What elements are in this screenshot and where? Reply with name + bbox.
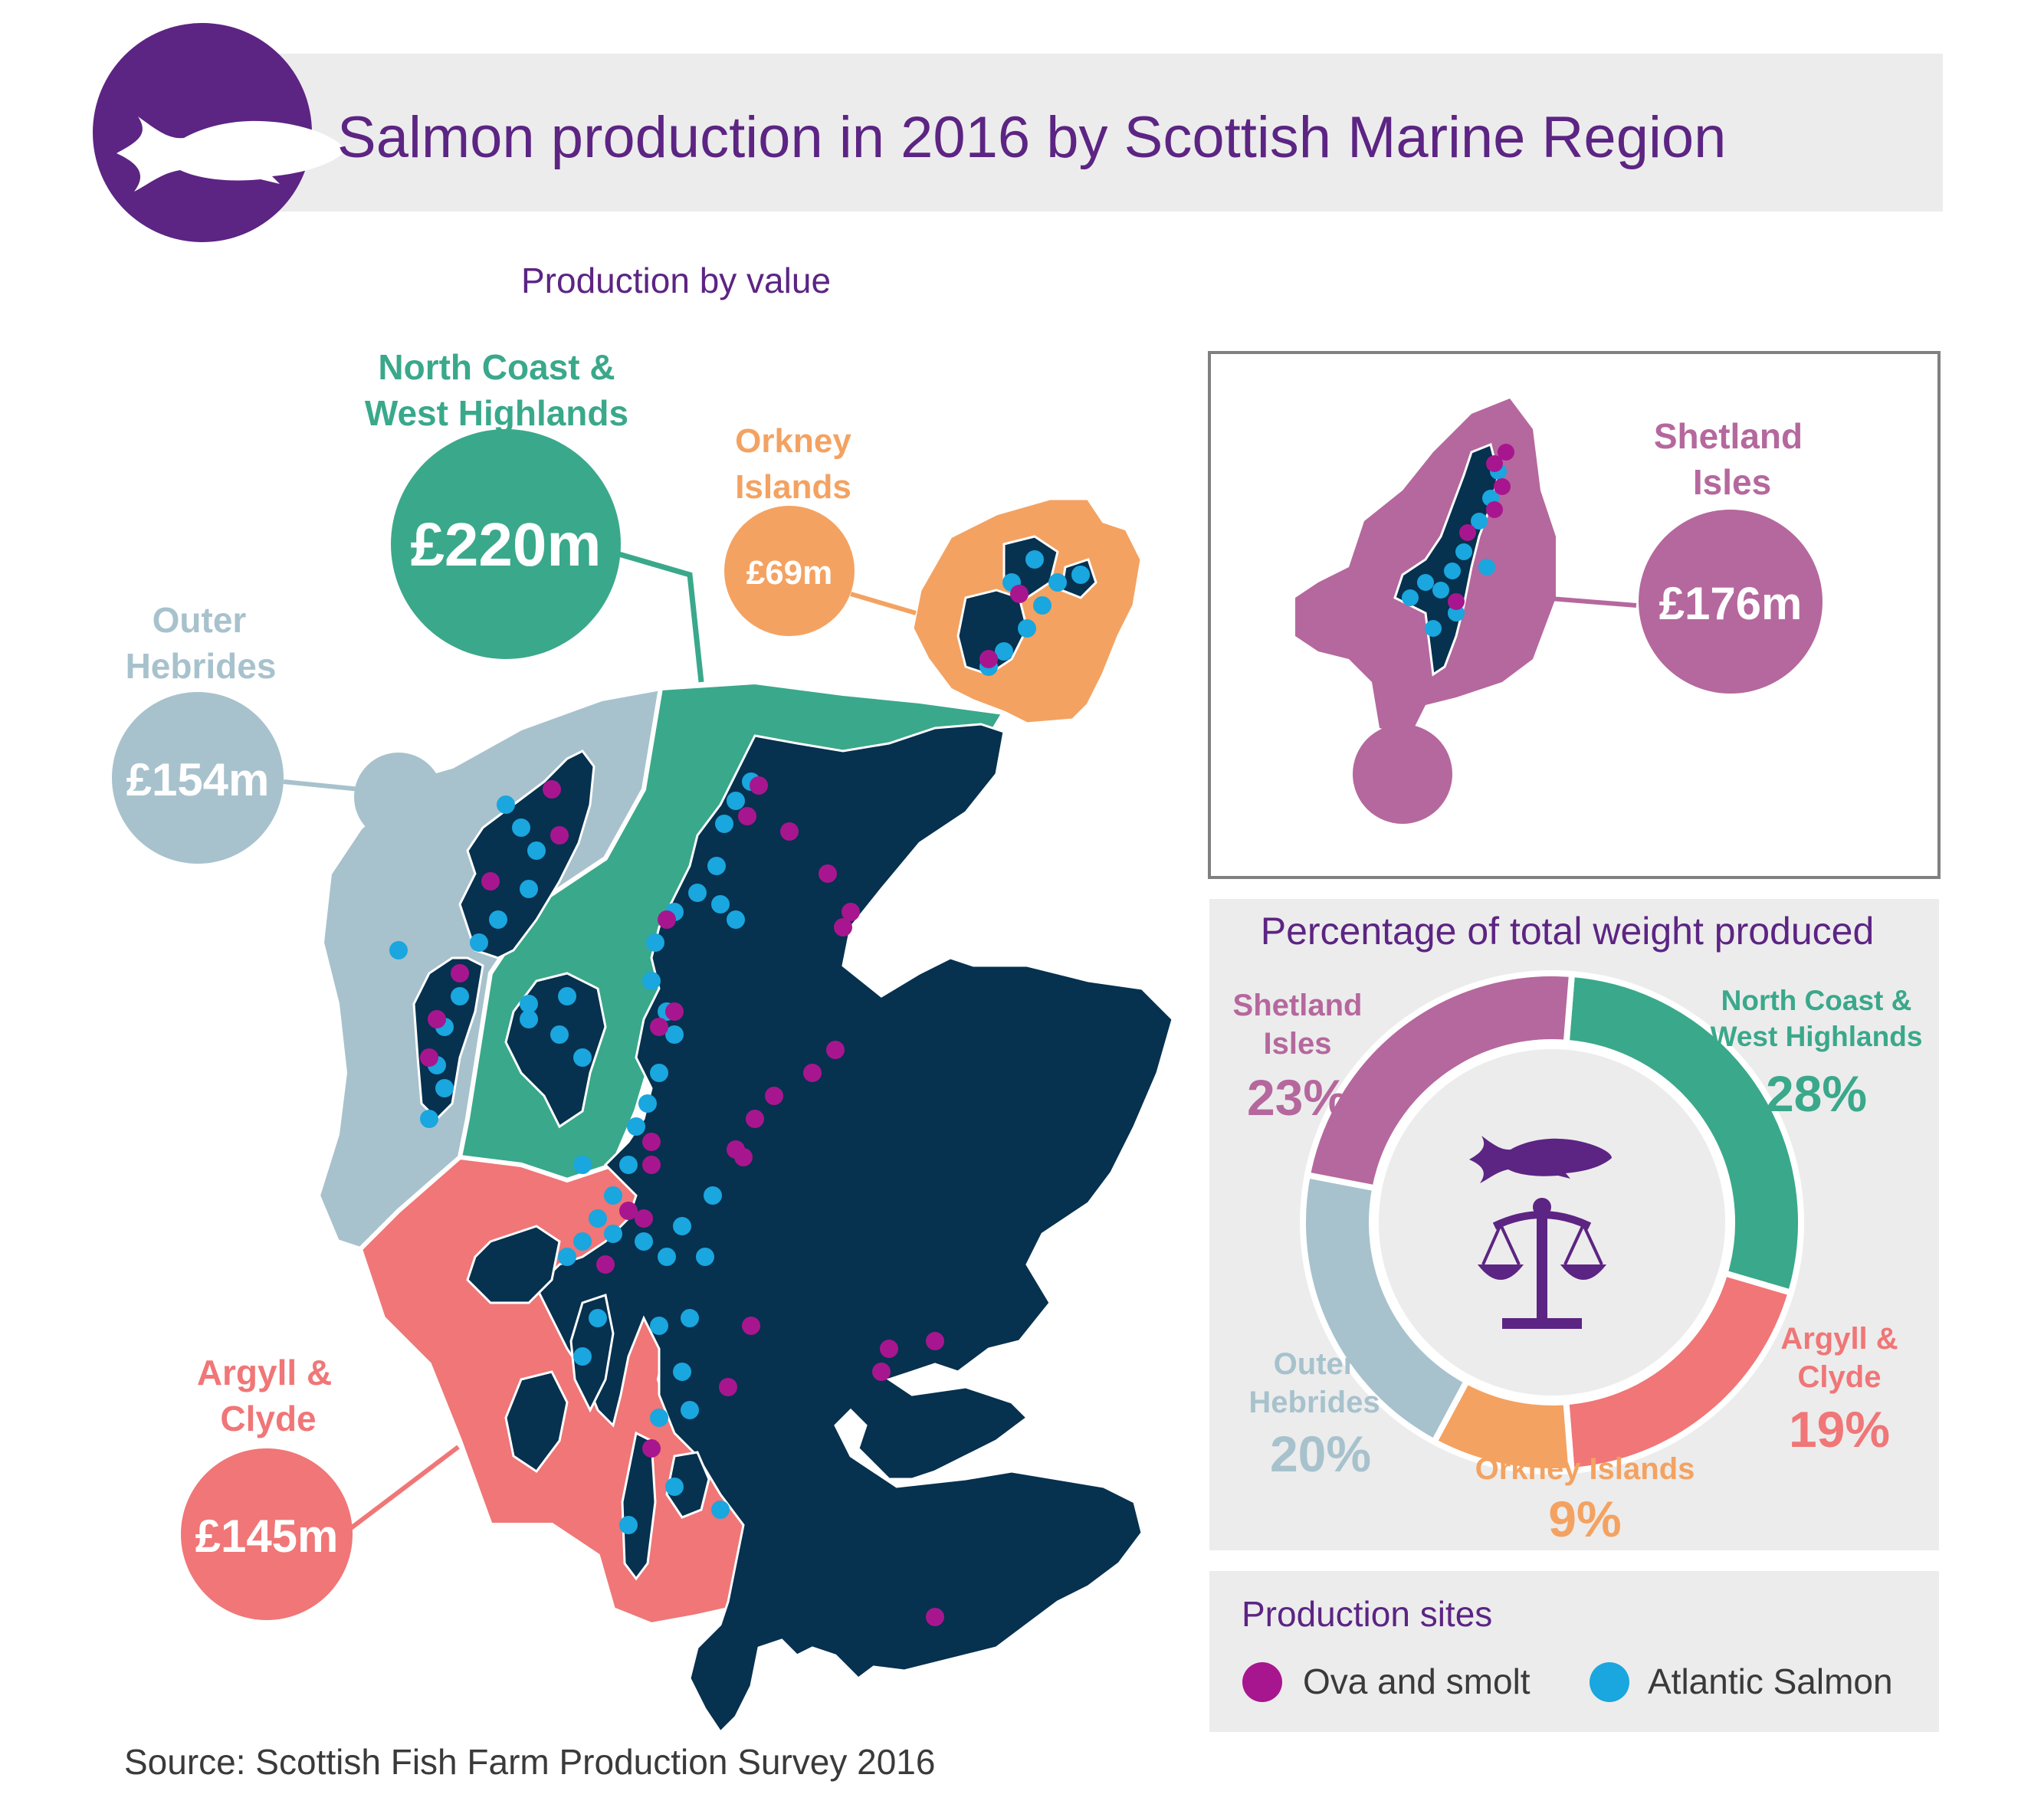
orkney-value: £69m bbox=[746, 554, 833, 592]
outer-hebrides-label-2: Hebrides bbox=[126, 646, 277, 686]
source-note: Source: Scottish Fish Farm Production Su… bbox=[124, 1742, 935, 1782]
donut-pct-argyll: 19% bbox=[1789, 1401, 1890, 1458]
argyll-value: £145m bbox=[195, 1510, 339, 1562]
zone-orkney bbox=[910, 496, 1144, 727]
legend-swatch-ova-smolt bbox=[1242, 1662, 1282, 1702]
shetland-label-1: Shetland bbox=[1654, 416, 1803, 456]
donut-pct-orkney: 9% bbox=[1548, 1491, 1621, 1547]
donut-label-outer-hebrides-2: Hebrides bbox=[1248, 1386, 1380, 1419]
outer-hebrides-label-1: Outer bbox=[153, 600, 247, 640]
shetland-value: £176m bbox=[1659, 578, 1803, 629]
callout-north-coast: £220m North Coast & West Highlands bbox=[365, 347, 704, 683]
donut-label-north-coast-2: West Highlands bbox=[1711, 1021, 1923, 1052]
island-islay bbox=[504, 1370, 569, 1474]
shetland-label-2: Isles bbox=[1693, 462, 1771, 502]
legend-panel bbox=[1209, 1571, 1939, 1732]
mainland-scotland bbox=[535, 723, 1174, 1734]
donut-center-icons bbox=[1469, 1136, 1612, 1329]
weight-donut-chart bbox=[1300, 970, 1804, 1474]
donut-hole bbox=[1371, 1041, 1733, 1403]
salmon-fish-icon bbox=[1469, 1136, 1612, 1183]
callout-argyll: £145m Argyll & Clyde bbox=[181, 1353, 460, 1620]
argyll-label-2: Clyde bbox=[220, 1399, 316, 1438]
argyll-label-1: Argyll & bbox=[197, 1353, 332, 1392]
donut-pct-outer-hebrides: 20% bbox=[1270, 1425, 1371, 1482]
weight-chart-heading: Percentage of total weight produced bbox=[1261, 910, 1875, 953]
legend-heading: Production sites bbox=[1242, 1594, 1492, 1634]
donut-label-outer-hebrides-1: Outer bbox=[1274, 1347, 1356, 1381]
production-sites-atlantic-salmon bbox=[389, 550, 1090, 1534]
donut-label-orkney-1: Orkney Islands bbox=[1475, 1452, 1695, 1486]
salmon-fish-icon bbox=[116, 116, 345, 192]
title-band bbox=[253, 54, 1943, 212]
north-coast-label-1: North Coast & bbox=[378, 347, 615, 387]
island-mull bbox=[466, 1225, 561, 1304]
value-section-heading: Production by value bbox=[521, 261, 831, 300]
callout-outer-hebrides: £154m Outer Hebrides bbox=[112, 600, 361, 864]
donut-label-shetland-1: Shetland bbox=[1233, 989, 1363, 1022]
donut-pct-shetland: 23% bbox=[1247, 1069, 1348, 1126]
zone-outer-hebrides-islet bbox=[354, 753, 443, 841]
donut-label-north-coast-1: North Coast & bbox=[1721, 985, 1912, 1016]
donut-pct-north-coast: 28% bbox=[1766, 1065, 1867, 1122]
donut-labels: Shetland Isles 23% North Coast & West Hi… bbox=[1233, 985, 1923, 1547]
outer-hebrides-value: £154m bbox=[126, 754, 270, 805]
orkney-label-1: Orkney bbox=[735, 422, 851, 460]
shetland-inset: £176m Shetland Isles bbox=[1208, 351, 1941, 879]
donut-label-argyll-1: Argyll & bbox=[1780, 1322, 1898, 1356]
legend-swatch-atlantic-salmon bbox=[1590, 1662, 1629, 1702]
donut-label-shetland-2: Isles bbox=[1264, 1027, 1332, 1061]
island-arran bbox=[665, 1451, 710, 1519]
page-title: Salmon production in 2016 by Scottish Ma… bbox=[337, 105, 1726, 170]
legend-label-ova-smolt: Ova and smolt bbox=[1303, 1661, 1531, 1701]
scales-icon bbox=[1478, 1198, 1606, 1329]
legend: Production sites Ova and smolt Atlantic … bbox=[1209, 1571, 1939, 1732]
production-sites-ova-smolt bbox=[420, 585, 1029, 1626]
north-coast-value: £220m bbox=[410, 510, 601, 579]
legend-label-atlantic-salmon: Atlantic Salmon bbox=[1648, 1661, 1893, 1701]
orkney-label-2: Islands bbox=[735, 468, 851, 506]
donut-label-argyll-2: Clyde bbox=[1798, 1360, 1882, 1394]
callout-orkney: £69m Orkney Islands bbox=[724, 422, 917, 636]
north-coast-label-2: West Highlands bbox=[365, 393, 628, 433]
